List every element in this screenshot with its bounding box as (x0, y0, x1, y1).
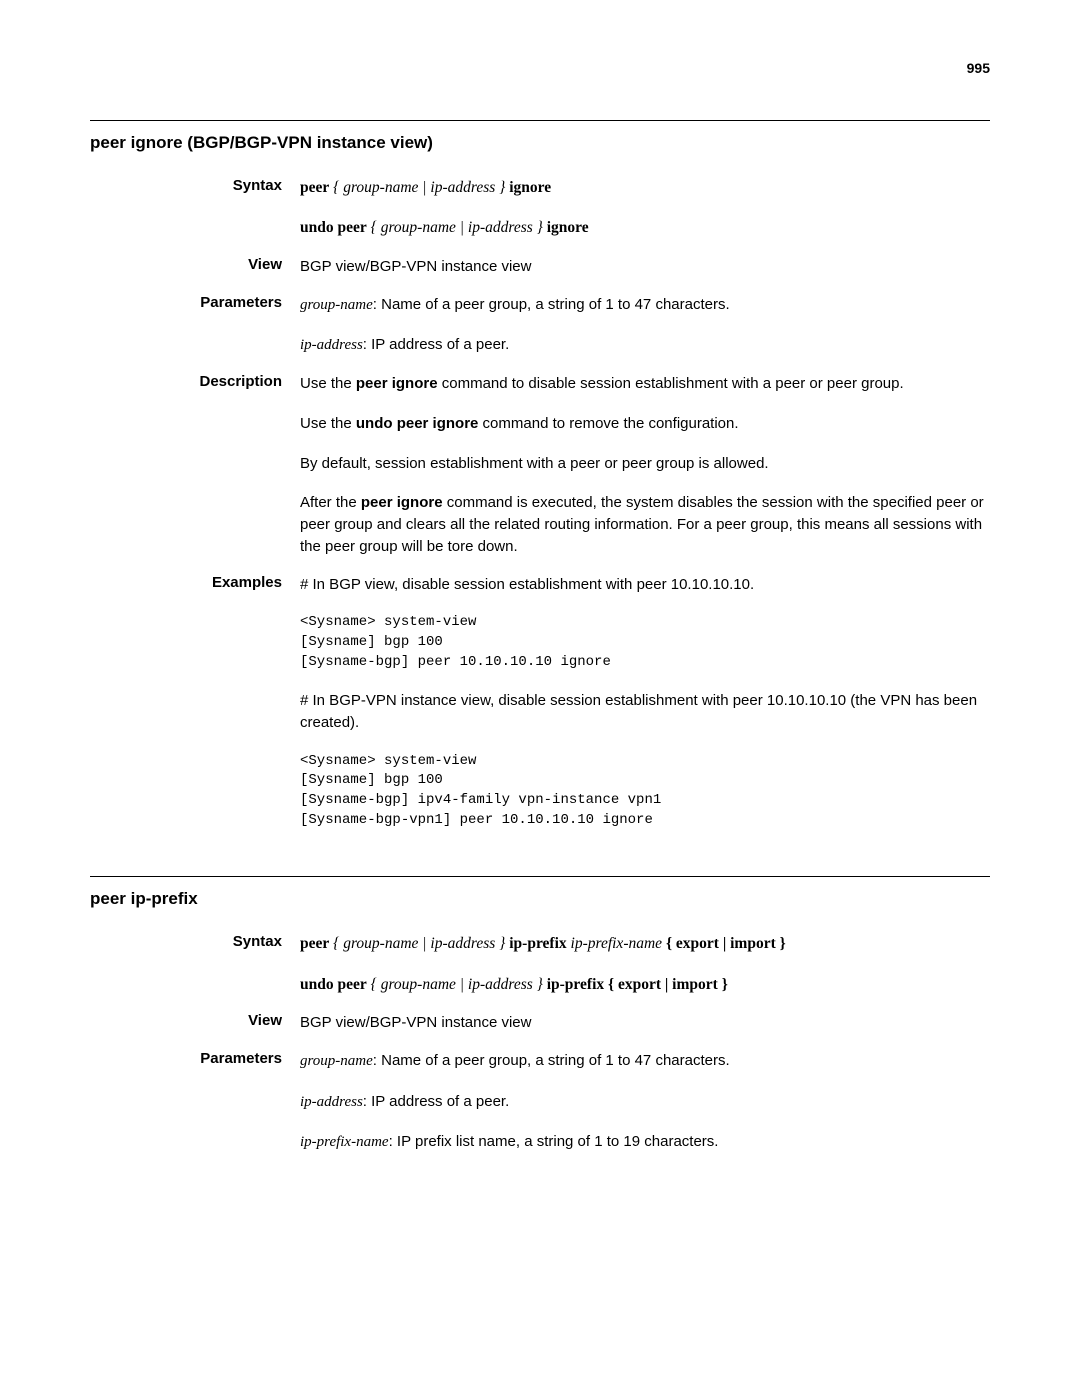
syntax-keyword: undo peer (300, 219, 367, 236)
syntax-arg: { group-name | ip-address } (333, 935, 505, 952)
param-desc: : IP prefix list name, a string of 1 to … (389, 1133, 719, 1150)
syntax-keyword: ignore (509, 179, 551, 196)
code-block: <Sysname> system-view [Sysname] bgp 100 … (300, 752, 990, 830)
label-description: Description (90, 373, 300, 390)
section-heading-peer-ignore: peer ignore (BGP/BGP-VPN instance view) (90, 133, 990, 153)
param-desc: : IP address of a peer. (363, 1093, 509, 1110)
divider (90, 876, 990, 877)
param-name: ip-address (300, 337, 363, 353)
code-block: <Sysname> system-view [Sysname] bgp 100 … (300, 613, 990, 672)
parameters-content: group-name: Name of a peer group, a stri… (300, 294, 990, 358)
param-name: group-name (300, 297, 373, 313)
examples-content: # In BGP view, disable session establish… (300, 574, 990, 848)
syntax-keyword: peer (300, 179, 329, 196)
example-text: # In BGP-VPN instance view, disable sess… (300, 690, 990, 734)
desc-bold: peer ignore (361, 494, 443, 511)
view-text: BGP view/BGP-VPN instance view (300, 1012, 990, 1034)
param-desc: : IP address of a peer. (363, 336, 509, 353)
desc-text: Use the (300, 375, 356, 392)
syntax-keyword: ip-prefix (547, 976, 604, 993)
page-number: 995 (967, 60, 990, 76)
syntax-keyword: { export | import } (666, 935, 786, 952)
syntax-arg: { group-name | ip-address } (371, 219, 543, 236)
parameters-content: group-name: Name of a peer group, a stri… (300, 1050, 990, 1154)
syntax-keyword: ignore (547, 219, 589, 236)
label-syntax: Syntax (90, 933, 300, 950)
description-content: Use the peer ignore command to disable s… (300, 373, 990, 558)
syntax-keyword: peer (300, 935, 329, 952)
param-desc: : Name of a peer group, a string of 1 to… (373, 296, 730, 313)
divider (90, 120, 990, 121)
syntax-keyword: undo peer (300, 976, 367, 993)
param-name: group-name (300, 1053, 373, 1069)
syntax-content: peer { group-name | ip-address } ignore … (300, 177, 990, 240)
syntax-arg: { group-name | ip-address } (371, 976, 543, 993)
desc-text: After the (300, 494, 361, 511)
view-content: BGP view/BGP-VPN instance view (300, 1012, 990, 1034)
desc-text: Use the (300, 415, 356, 432)
desc-text: command to disable session establishment… (438, 375, 904, 392)
label-view: View (90, 256, 300, 273)
label-view: View (90, 1012, 300, 1029)
label-parameters: Parameters (90, 294, 300, 311)
syntax-arg: { group-name | ip-address } (333, 179, 505, 196)
syntax-arg: ip-prefix-name (571, 935, 663, 952)
example-text: # In BGP view, disable session establish… (300, 574, 990, 596)
label-syntax: Syntax (90, 177, 300, 194)
syntax-content: peer { group-name | ip-address } ip-pref… (300, 933, 990, 996)
label-parameters: Parameters (90, 1050, 300, 1067)
desc-bold: peer ignore (356, 375, 438, 392)
desc-text: By default, session establishment with a… (300, 453, 990, 475)
param-name: ip-address (300, 1094, 363, 1110)
section-heading-peer-ip-prefix: peer ip-prefix (90, 889, 990, 909)
syntax-keyword: { export | import } (608, 976, 728, 993)
param-name: ip-prefix-name (300, 1134, 389, 1150)
view-text: BGP view/BGP-VPN instance view (300, 256, 990, 278)
desc-bold: undo peer ignore (356, 415, 479, 432)
view-content: BGP view/BGP-VPN instance view (300, 256, 990, 278)
label-examples: Examples (90, 574, 300, 591)
syntax-keyword: ip-prefix (509, 935, 566, 952)
param-desc: : Name of a peer group, a string of 1 to… (373, 1052, 730, 1069)
desc-text: command to remove the configuration. (478, 415, 738, 432)
